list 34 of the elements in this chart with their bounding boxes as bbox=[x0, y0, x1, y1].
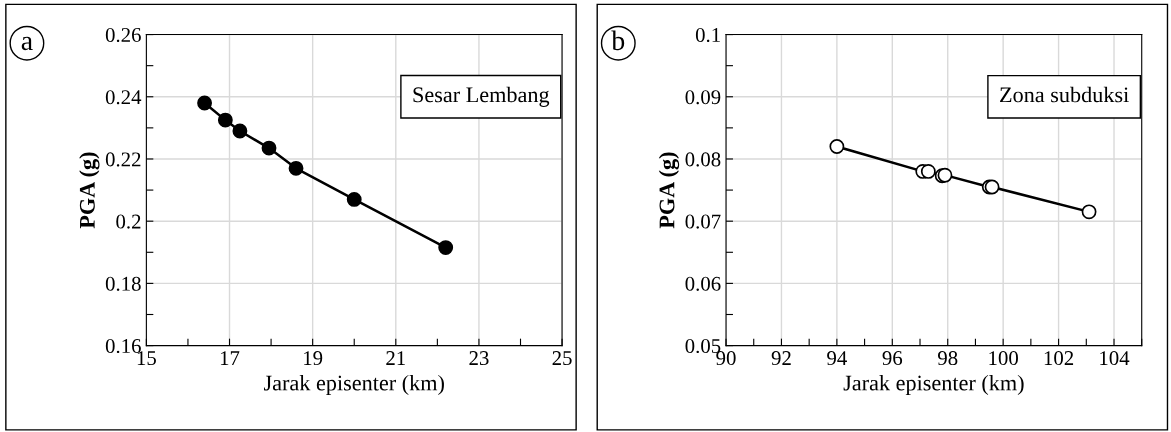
x-tick-label: 92 bbox=[771, 351, 791, 366]
y-tick-label: 0.22 bbox=[105, 152, 141, 167]
y-tick-label: 0.24 bbox=[105, 90, 142, 105]
y-tick-label: 0.09 bbox=[685, 90, 721, 105]
y-tick-label: 0.05 bbox=[685, 338, 721, 354]
y-tick-label: 0.18 bbox=[105, 276, 141, 291]
x-tick-label: 90 bbox=[716, 351, 736, 366]
y-tick-label: 0.08 bbox=[685, 152, 721, 167]
annotation: Zona subduksi bbox=[1000, 86, 1129, 103]
x-tick-label: 102 bbox=[1044, 351, 1074, 366]
x-tick-label: 15 bbox=[137, 351, 156, 366]
x-axis-title: Jarak episenter (km) bbox=[843, 374, 1024, 396]
x-tick-label: 96 bbox=[882, 351, 903, 366]
x-tick-label: 19 bbox=[304, 351, 323, 366]
x-tick-label: 23 bbox=[469, 351, 489, 366]
y-tick-label: 0.26 bbox=[105, 27, 141, 43]
y-axis-title: PGA (g) bbox=[658, 152, 680, 229]
text: a bbox=[21, 36, 33, 51]
y-tick-label: 0.2 bbox=[116, 214, 141, 229]
annotation: Sesar Lembang bbox=[413, 86, 550, 107]
y-axis-title: PGA (g) bbox=[79, 152, 100, 229]
x-tick-label: 98 bbox=[937, 351, 958, 366]
x-axis-title: Jarak episenter (km) bbox=[263, 374, 444, 396]
x-tick-label: 21 bbox=[386, 351, 405, 365]
x-tick-label: 94 bbox=[827, 351, 847, 366]
text: b bbox=[611, 30, 625, 51]
x-tick-label: 104 bbox=[1100, 351, 1130, 366]
y-tick-label: 0.07 bbox=[685, 214, 721, 229]
x-tick-label: 100 bbox=[989, 351, 1018, 366]
x-tick-label: 17 bbox=[220, 351, 240, 365]
y-tick-label: 0.16 bbox=[105, 338, 141, 354]
y-tick-label: 0.06 bbox=[685, 276, 721, 291]
x-tick-label: 25 bbox=[552, 351, 572, 366]
y-tick-label: 0.1 bbox=[695, 27, 720, 43]
